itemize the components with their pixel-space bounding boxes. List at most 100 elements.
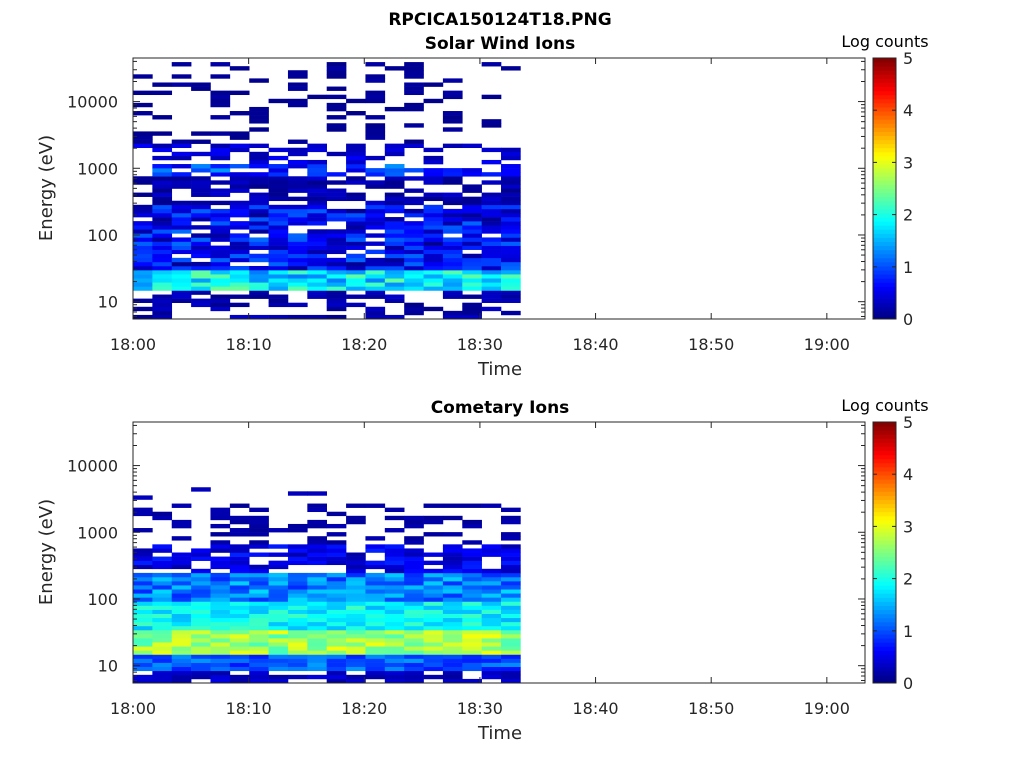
x-tick-label: 19:00	[804, 335, 850, 354]
heatmap-cell	[404, 265, 424, 271]
heatmap-cell	[365, 115, 386, 120]
heatmap-cell	[481, 208, 502, 214]
colorbar-swatch	[873, 642, 896, 647]
heatmap-cell	[423, 650, 444, 655]
heatmap-cell	[462, 225, 482, 230]
heatmap-cell	[442, 576, 463, 582]
heatmap-cell	[210, 229, 231, 234]
heatmap-cell	[210, 265, 231, 271]
heatmap-cell	[191, 487, 211, 492]
heatmap-cell	[442, 515, 463, 521]
heatmap-cell	[384, 613, 405, 619]
heatmap-cell	[152, 249, 173, 255]
heatmap-cell	[404, 62, 424, 67]
heatmap-cell	[133, 143, 153, 149]
heatmap-cell	[249, 621, 269, 627]
heatmap-cell	[326, 270, 347, 275]
heatmap-cell	[191, 164, 211, 169]
heatmap-cell	[249, 237, 269, 242]
heatmap-cell	[462, 229, 482, 234]
heatmap-cell	[346, 503, 366, 508]
heatmap-cell	[268, 155, 289, 161]
heatmap-cell	[462, 593, 482, 598]
heatmap-cell	[404, 670, 424, 676]
colorbar-swatch	[873, 159, 896, 165]
heatmap-cell	[287, 609, 308, 614]
heatmap-cell	[365, 642, 386, 647]
heatmap-cell	[481, 225, 502, 230]
heatmap-cell	[210, 164, 231, 169]
heatmap-cell	[346, 233, 366, 238]
colorbar-swatch	[873, 62, 896, 67]
heatmap-cell	[501, 257, 521, 263]
heatmap-cell	[210, 540, 231, 545]
heatmap-cell	[229, 617, 250, 623]
heatmap-cell	[404, 625, 424, 631]
heatmap-cell	[462, 270, 482, 275]
heatmap-cell	[442, 225, 463, 230]
heatmap-cell	[384, 225, 405, 230]
heatmap-cell	[133, 605, 153, 610]
x-tick-label: 18:10	[226, 335, 272, 354]
heatmap-cell	[404, 666, 424, 672]
heatmap-cell	[442, 568, 463, 574]
heatmap-cell	[326, 658, 347, 663]
heatmap-cell	[326, 314, 347, 320]
heatmap-cell	[384, 265, 405, 271]
heatmap-cell	[423, 609, 444, 614]
heatmap-layer	[133, 487, 521, 684]
x-tick-label: 18:10	[226, 699, 272, 718]
heatmap-cell	[501, 658, 521, 663]
colorbar-swatch	[873, 261, 896, 267]
heatmap-cell	[268, 629, 289, 635]
heatmap-cell	[229, 613, 250, 619]
colorbar-swatch	[873, 102, 896, 108]
heatmap-cell	[481, 159, 502, 165]
heatmap-cell	[501, 536, 521, 541]
heatmap-cell	[268, 233, 289, 238]
heatmap-cell	[133, 495, 153, 500]
heatmap-cell	[462, 314, 482, 320]
heatmap-cell	[171, 212, 192, 218]
heatmap-cell	[229, 143, 250, 149]
heatmap-cell	[152, 593, 173, 598]
heatmap-cell	[346, 634, 366, 639]
heatmap-cell	[365, 314, 386, 320]
heatmap-cell	[210, 670, 231, 676]
heatmap-cell	[404, 245, 424, 250]
heatmap-cell	[249, 282, 269, 287]
heatmap-cell	[481, 634, 502, 639]
heatmap-cell	[346, 155, 366, 161]
heatmap-cell	[307, 552, 327, 557]
x-tick-label: 18:30	[457, 699, 503, 718]
heatmap-cell	[346, 159, 366, 165]
heatmap-cell	[152, 221, 173, 226]
heatmap-cell	[249, 164, 269, 169]
heatmap-cell	[133, 270, 153, 275]
heatmap-cell	[287, 139, 308, 144]
heatmap-cell	[171, 593, 192, 598]
heatmap-cell	[423, 282, 444, 287]
heatmap-cell	[229, 581, 250, 586]
heatmap-cell	[384, 249, 405, 255]
heatmap-cell	[268, 552, 289, 557]
heatmap-cell	[287, 282, 308, 287]
colorbar-swatch	[873, 511, 896, 517]
colorbar-swatch	[873, 282, 896, 287]
heatmap-cell	[268, 678, 289, 684]
heatmap-cell	[229, 650, 250, 655]
colorbar-swatch	[873, 82, 896, 88]
colorbar-swatch	[873, 491, 896, 496]
heatmap-cell	[133, 221, 153, 226]
heatmap-cell	[423, 658, 444, 663]
heatmap-cell	[384, 253, 405, 259]
heatmap-cell	[171, 274, 192, 279]
heatmap-cell	[229, 257, 250, 263]
heatmap-cell	[171, 609, 192, 614]
heatmap-cell	[249, 225, 269, 230]
y-tick-label: 100	[87, 590, 118, 609]
heatmap-cell	[501, 576, 521, 582]
colorbar-swatch	[873, 66, 896, 71]
heatmap-cell	[307, 221, 327, 226]
